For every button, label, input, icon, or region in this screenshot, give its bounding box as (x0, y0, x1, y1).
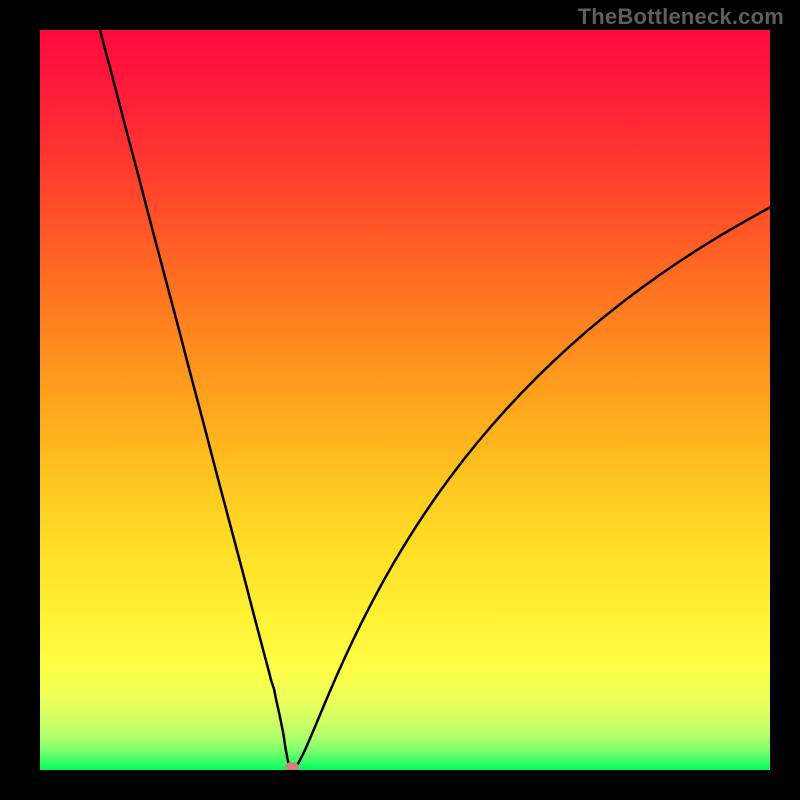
plot-background (40, 30, 770, 770)
page-container: TheBottleneck.com (0, 0, 800, 800)
watermark-text: TheBottleneck.com (578, 4, 784, 30)
plot-svg (40, 30, 770, 770)
plot-area (40, 30, 770, 770)
